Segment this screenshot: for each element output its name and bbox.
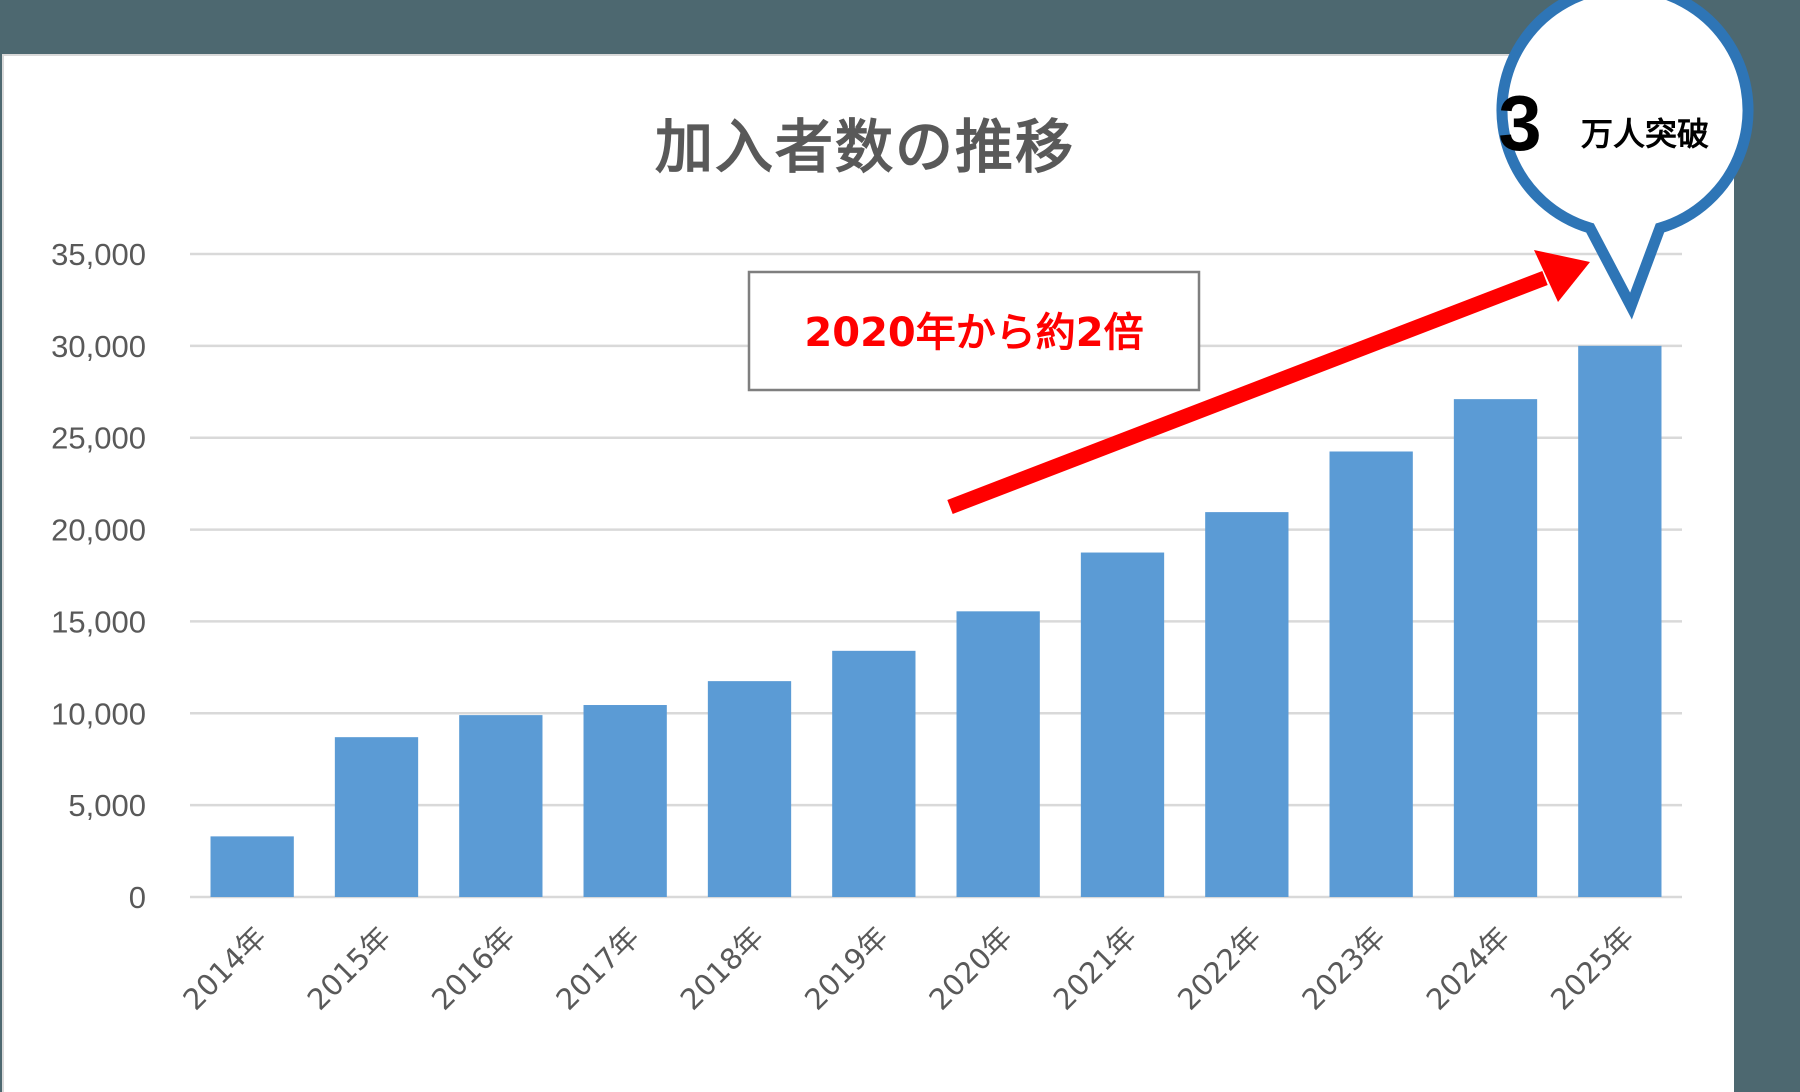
x-tick-label: 2016年 <box>425 920 522 1017</box>
bar <box>1578 345 1662 897</box>
y-tick-label: 10,000 <box>51 696 146 731</box>
bar <box>1453 399 1538 897</box>
bar <box>459 715 543 897</box>
x-tick-label: 2020年 <box>922 920 1019 1017</box>
x-tick-label: 2018年 <box>674 920 771 1017</box>
x-tick-label: 2017年 <box>549 920 646 1017</box>
y-axis-ticks: 0 5,000 10,000 15,000 20,000 25,000 30,000 35,0… <box>51 237 146 915</box>
bar <box>832 650 916 897</box>
speech-bubble: 3 万人突破 <box>1496 0 1754 320</box>
y-tick-label: 15,000 <box>51 604 146 639</box>
bars <box>210 345 1662 897</box>
x-tick-label: 2019年 <box>798 920 895 1017</box>
x-tick-label: 2023年 <box>1295 920 1392 1017</box>
bar <box>1329 451 1413 897</box>
x-axis-ticks: 2014年 2015年 2016年 2017年 2018年 2019年 2020年 2021年… <box>176 920 1640 1017</box>
trend-arrow-icon <box>947 250 1590 514</box>
bar <box>583 705 667 897</box>
y-tick-label: 20,000 <box>51 513 146 548</box>
y-tick-label: 35,000 <box>51 237 146 272</box>
y-tick-label: 5,000 <box>68 788 146 823</box>
chart-panel <box>2 54 1734 1092</box>
y-tick-label: 25,000 <box>51 421 146 456</box>
y-tick-label: 30,000 <box>51 329 146 364</box>
x-tick-label: 2021年 <box>1047 920 1144 1017</box>
x-tick-label: 2014年 <box>176 920 273 1017</box>
callout-box: 2020年から約2倍 <box>747 270 1201 392</box>
x-tick-label: 2022年 <box>1171 920 1268 1017</box>
bar <box>707 681 792 897</box>
y-tick-label: 0 <box>129 880 146 915</box>
bubble-text: 万人突破 <box>1581 115 1709 153</box>
callout-text: 2020年から約2倍 <box>804 310 1143 356</box>
bubble-number: 3 <box>1498 79 1541 167</box>
bar <box>334 737 419 897</box>
x-tick-label: 2015年 <box>301 920 398 1017</box>
x-tick-label: 2024年 <box>1420 920 1517 1017</box>
bar <box>1205 512 1289 897</box>
x-tick-label: 2025年 <box>1544 920 1641 1017</box>
bar <box>210 836 294 897</box>
bar <box>1080 552 1165 897</box>
chart-title: 加入者数の推移 <box>654 113 1075 181</box>
bar <box>956 611 1040 897</box>
